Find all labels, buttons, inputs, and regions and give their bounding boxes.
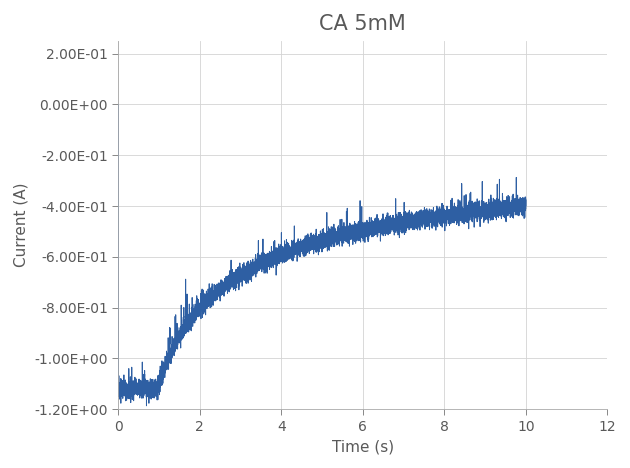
Title: CA 5mM: CA 5mM <box>319 14 406 34</box>
X-axis label: Time (s): Time (s) <box>332 439 394 454</box>
Y-axis label: Current (A): Current (A) <box>14 183 29 267</box>
